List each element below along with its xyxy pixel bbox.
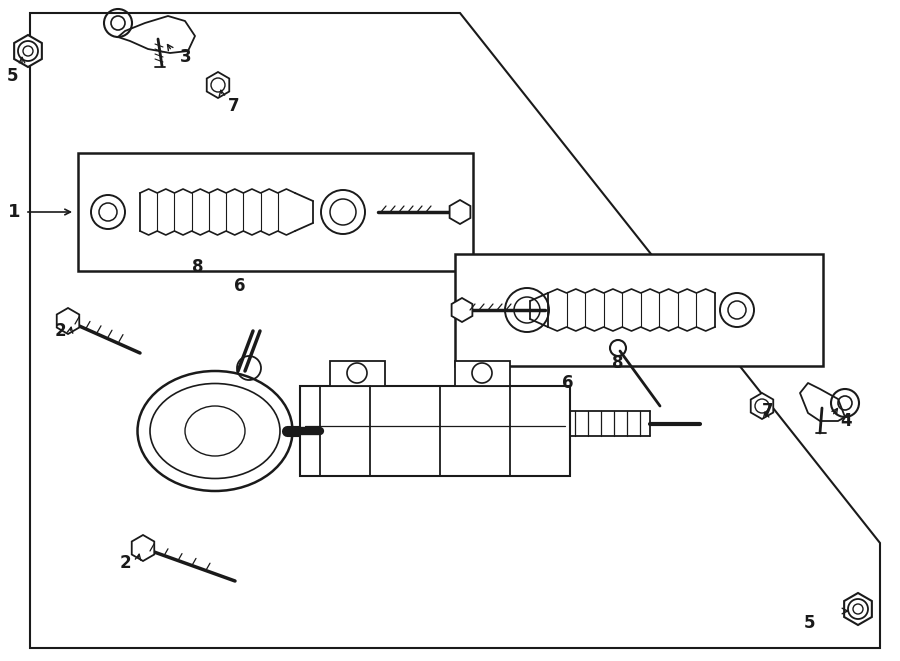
Text: 4: 4 [840, 412, 851, 430]
Text: 8: 8 [193, 258, 203, 276]
Polygon shape [800, 383, 845, 421]
Bar [78, 153, 473, 271]
Text: 2: 2 [55, 322, 67, 340]
Polygon shape [844, 593, 872, 625]
Polygon shape [14, 35, 42, 67]
Polygon shape [57, 308, 79, 334]
Text: 6: 6 [234, 277, 246, 295]
Ellipse shape [138, 371, 292, 491]
Text: 2: 2 [120, 554, 131, 572]
Text: 1: 1 [8, 203, 20, 221]
Polygon shape [140, 189, 295, 235]
Text: 8: 8 [612, 354, 624, 372]
Polygon shape [131, 535, 154, 561]
Bar [300, 386, 570, 476]
Polygon shape [118, 16, 195, 53]
Text: 5: 5 [804, 614, 815, 632]
Polygon shape [207, 72, 230, 98]
Bar [455, 254, 823, 366]
Polygon shape [30, 13, 880, 648]
Text: 7: 7 [762, 402, 774, 420]
Polygon shape [548, 289, 715, 331]
Polygon shape [452, 298, 472, 322]
Text: 5: 5 [6, 67, 18, 85]
Bar [330, 361, 385, 386]
Bar [455, 361, 510, 386]
Polygon shape [450, 200, 471, 224]
Text: 7: 7 [228, 97, 239, 115]
Text: 6: 6 [562, 374, 574, 392]
Ellipse shape [185, 406, 245, 456]
Ellipse shape [150, 383, 280, 479]
Polygon shape [751, 393, 773, 419]
Text: 3: 3 [180, 48, 192, 66]
